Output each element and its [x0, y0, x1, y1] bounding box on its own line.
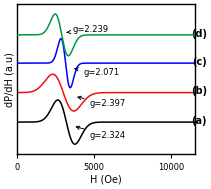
Text: (d): (d)	[191, 29, 207, 39]
Y-axis label: dP/dH (a.u): dP/dH (a.u)	[4, 52, 14, 107]
Text: g=2.239: g=2.239	[67, 26, 109, 34]
Text: (a): (a)	[191, 116, 207, 126]
Text: (b): (b)	[191, 86, 207, 96]
Text: g=2.071: g=2.071	[75, 67, 119, 77]
Text: (c): (c)	[192, 57, 207, 67]
X-axis label: H (Oe): H (Oe)	[90, 175, 122, 185]
Text: g=2.397: g=2.397	[78, 96, 126, 108]
Text: g=2.324: g=2.324	[76, 126, 126, 140]
